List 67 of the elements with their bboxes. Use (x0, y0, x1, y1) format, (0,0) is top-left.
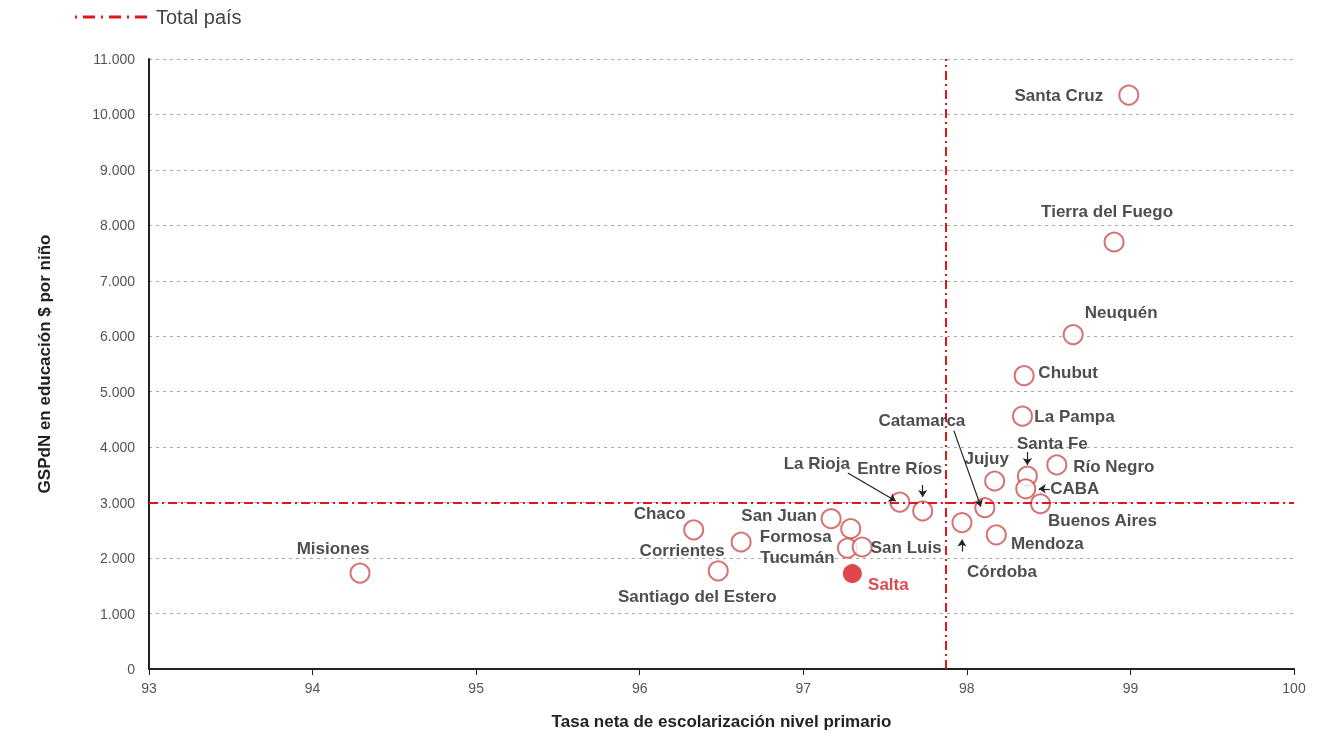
x-tick-label: 100 (1282, 680, 1306, 696)
annotation: Jujuy (964, 448, 1010, 468)
annotation: Chubut (1038, 363, 1099, 383)
y-tick-label: 6.000 (99, 328, 136, 345)
x-tick-label: 99 (1122, 680, 1139, 696)
y-tick-label: 3.000 (99, 494, 136, 511)
point (1118, 84, 1140, 106)
y-tick-label: 2.000 (99, 550, 136, 567)
point (707, 560, 729, 582)
point (1103, 231, 1125, 253)
annotation: San Luis (870, 537, 942, 557)
annotation: Neuquén (1084, 303, 1158, 323)
annotation: CABA (1050, 479, 1100, 499)
y-tick-label: 7.000 (99, 272, 136, 289)
y-tick-label: 10.000 (92, 106, 136, 123)
annotation: San Juan (741, 506, 817, 526)
x-tick-label: 94 (304, 680, 321, 696)
point (951, 512, 973, 534)
annotation: Río Negro (1073, 457, 1155, 477)
point (984, 470, 1006, 492)
annotation: Corrientes (639, 540, 725, 560)
y-tick-label: 0 (127, 661, 136, 677)
x-axis-title: Tasa neta de escolarización nivel primario (551, 712, 892, 731)
y-axis-title: GSPdN en educación $ por niño (35, 234, 54, 494)
annotation: Formosa (759, 527, 833, 547)
y-tick-label: 9.000 (99, 161, 136, 178)
point (851, 536, 873, 558)
legend-label: Total país (156, 6, 242, 28)
x-tick-label: 93 (141, 680, 157, 696)
annotation: La Pampa (1034, 406, 1116, 426)
point (1046, 454, 1068, 476)
annotation: Salta (868, 575, 910, 595)
y-tick-label: 11.000 (93, 51, 136, 67)
annotation: Entre Ríos (857, 459, 943, 479)
point (820, 508, 842, 530)
point (1062, 324, 1084, 346)
point (683, 519, 705, 541)
annotation: Tucumán (760, 547, 835, 567)
x-tick-label: 96 (631, 680, 648, 696)
annotation: Buenos Aires (1047, 511, 1157, 531)
annotation: Santa Cruz (1014, 85, 1104, 105)
annotation: Misiones (296, 538, 370, 558)
annotation: Tierra del Fuego (1041, 201, 1174, 221)
point (1029, 493, 1051, 515)
annotation: Catamarca (878, 411, 966, 431)
point (1015, 478, 1037, 500)
annotation: Santa Fe (1016, 433, 1088, 453)
annotation: Córdoba (967, 562, 1038, 582)
annotation: Santiago del Estero (617, 587, 777, 607)
point (912, 500, 934, 522)
x-tick-label: 98 (959, 680, 975, 696)
point (1011, 405, 1033, 427)
annotation: Chaco (633, 504, 686, 524)
annotation: Mendoza (1010, 534, 1085, 554)
point (349, 562, 371, 584)
y-tick-label: 8.000 (99, 217, 136, 234)
y-tick-label: 4.000 (99, 439, 136, 456)
point (840, 518, 862, 540)
annotation: La Rioja (783, 453, 851, 473)
x-tick-label: 95 (468, 680, 485, 696)
point (1013, 365, 1035, 387)
x-tick-label: 97 (795, 680, 812, 696)
y-tick-label: 1.000 (99, 605, 136, 622)
point (730, 531, 752, 553)
point (842, 564, 862, 584)
point (985, 524, 1007, 546)
y-tick-label: 5.000 (99, 383, 136, 400)
